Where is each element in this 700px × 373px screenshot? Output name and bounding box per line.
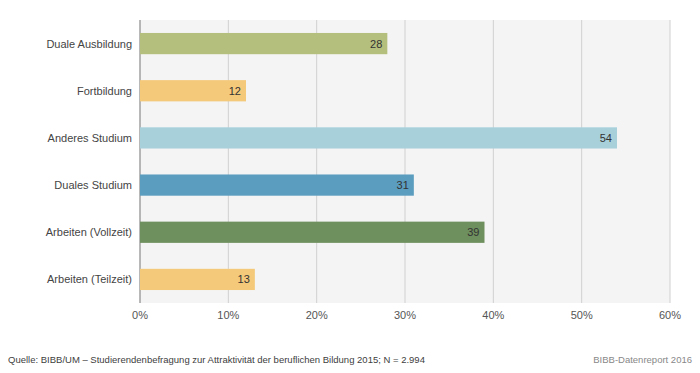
bars <box>140 33 617 290</box>
bar <box>140 174 414 195</box>
data-label: 12 <box>229 85 241 97</box>
x-tick-label: 40% <box>482 309 504 321</box>
x-axis: 0% 10% 20% 30% 40% 50% 60% <box>132 309 681 321</box>
x-tick-label: 50% <box>571 309 593 321</box>
y-tick-label: Duale Ausbildung <box>46 38 132 50</box>
x-tick-label: 20% <box>306 309 328 321</box>
y-axis-line <box>140 20 141 303</box>
y-tick-label: Duales Studium <box>54 179 132 191</box>
footnote: BIBB-Datenreport 2016 <box>593 354 692 365</box>
data-label: 54 <box>600 132 612 144</box>
grid-line <box>405 20 406 303</box>
data-label: 39 <box>467 226 479 238</box>
chart: 0% 10% 20% 30% 40% 50% 60% 28 12 54 31 39 13 Duale Au… <box>0 0 700 373</box>
plot-background <box>140 20 670 303</box>
grid-line <box>140 20 141 303</box>
x-tick-label: 0% <box>132 309 148 321</box>
y-tick-label: Arbeiten (Vollzeit) <box>46 226 132 238</box>
bar <box>140 222 485 243</box>
bar <box>140 80 246 101</box>
grid-line <box>670 20 671 303</box>
data-label: 28 <box>370 38 382 50</box>
y-tick-label: Anderes Studium <box>48 132 132 144</box>
data-label: 13 <box>238 273 250 285</box>
bar <box>140 33 387 54</box>
grid-line <box>316 20 317 303</box>
grid-line <box>581 20 582 303</box>
grid-line <box>493 20 494 303</box>
x-tick-label: 30% <box>394 309 416 321</box>
grid-line <box>228 20 229 303</box>
y-tick-label: Fortbildung <box>77 85 132 97</box>
bar <box>140 127 617 148</box>
chart-container: 0% 10% 20% 30% 40% 50% 60% 28 12 54 31 39 13 Duale Au… <box>0 0 700 373</box>
data-labels: 28 12 54 31 39 13 <box>229 38 612 286</box>
y-axis: Duale Ausbildung Fortbildung Anderes Studi… <box>46 38 132 286</box>
footnote: Quelle: BIBB/UM – Studierendenbefragung … <box>8 354 425 365</box>
data-label: 31 <box>397 179 409 191</box>
grid <box>140 20 670 303</box>
x-tick-label: 10% <box>217 309 239 321</box>
y-tick-label: Arbeiten (Teilzeit) <box>47 273 132 285</box>
footnotes: Quelle: BIBB/UM – Studierendenbefragung … <box>8 354 692 365</box>
bar <box>140 269 255 290</box>
x-tick-label: 60% <box>659 309 681 321</box>
